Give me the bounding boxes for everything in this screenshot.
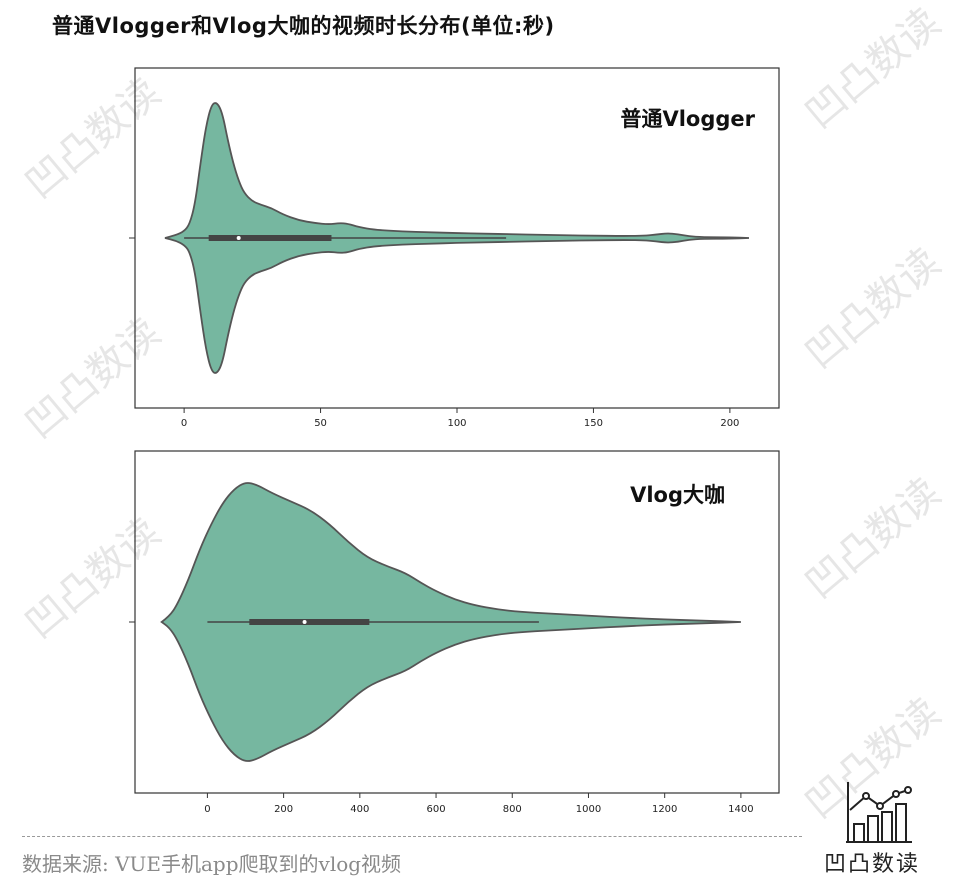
x-axis-ticks: 0 50 100 150 200 (181, 408, 739, 429)
violin-vlog-star (160, 482, 741, 762)
panel-label-vlog-star: Vlog大咖 (630, 483, 725, 507)
logo-chart-icon (846, 782, 912, 843)
panel-regular-vlogger: 0 50 100 150 200 普通Vlogger (129, 67, 780, 429)
x-tick-label: 1400 (728, 804, 753, 815)
x-tick-label: 1000 (576, 804, 601, 815)
interquartile-box (249, 619, 370, 625)
median-point (302, 620, 307, 624)
x-tick-label: 150 (584, 418, 603, 429)
panel-vlog-star: 0 200 400 600 800 1000 1200 1400 Vlog大咖 (129, 450, 780, 815)
x-tick-label: 400 (350, 804, 369, 815)
x-tick-label: 600 (426, 804, 445, 815)
data-source: 数据来源: VUE手机app爬取到的vlog视频 (22, 852, 402, 876)
watermark-text: 凹凸数读 (17, 510, 169, 648)
median-point (236, 236, 241, 240)
chart-title: 普通Vlogger和Vlog大咖的视频时长分布(单位:秒) (52, 14, 555, 38)
watermark-text: 凹凸数读 (17, 310, 169, 448)
violin-regular-vlogger (164, 102, 750, 374)
x-tick-label: 50 (314, 418, 327, 429)
watermark-text: 凹凸数读 (797, 470, 949, 608)
interquartile-box (208, 235, 332, 241)
x-tick-label: 100 (447, 418, 466, 429)
x-tick-label: 1200 (652, 804, 677, 815)
x-tick-label: 200 (720, 418, 739, 429)
x-tick-label: 200 (274, 804, 293, 815)
footer-divider (22, 836, 802, 837)
x-tick-label: 0 (181, 418, 187, 429)
x-tick-label: 0 (204, 804, 210, 815)
watermark-text: 凹凸数读 (797, 0, 949, 138)
watermark-text: 凹凸数读 (17, 70, 169, 208)
x-tick-label: 800 (503, 804, 522, 815)
watermark-text: 凹凸数读 (797, 240, 949, 378)
x-axis-ticks: 0 200 400 600 800 1000 1200 1400 (204, 793, 754, 815)
logo-text: 凹凸数读 (824, 852, 921, 877)
panel-label-regular-vlogger: 普通Vlogger (620, 107, 755, 131)
